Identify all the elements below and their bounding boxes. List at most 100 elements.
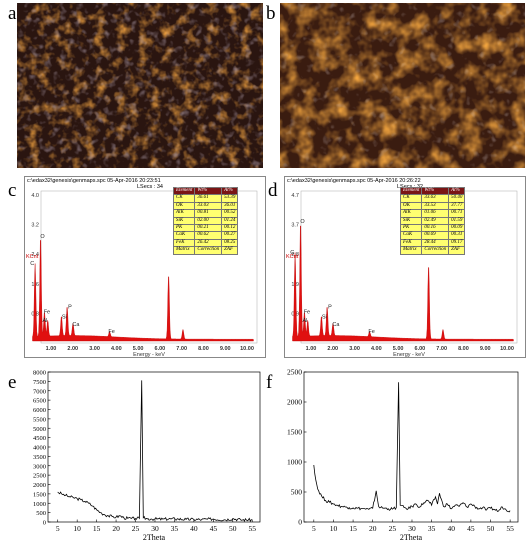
eds-x-tick-label: 1.00 — [306, 346, 317, 352]
xrd-y-tick-label: 3000 — [33, 463, 46, 470]
eds-x-tick-label: 7.00 — [436, 346, 447, 352]
eds-c-th-element: Element — [172, 186, 196, 196]
eds-x-tick-label: 8.00 — [458, 346, 469, 352]
eds-table-cell: SiK — [399, 216, 423, 226]
eds-c-file: c:\edax32\genesis\genmaps.spc — [27, 178, 106, 184]
xrd-x-tick-label: 10 — [73, 524, 81, 533]
eds-table-cell: 33.03 — [194, 201, 223, 211]
xrd-y-tick-label: 500 — [291, 488, 303, 497]
eds-y-unit-label: KCnt — [26, 254, 39, 260]
eds-table-row: Matrix Correction ZAF — [172, 246, 239, 255]
eds-table-cell: Matrix — [172, 246, 196, 255]
eds-table-cell: 53.39 — [221, 194, 239, 203]
xrd-x-tick-label: 50 — [229, 524, 237, 533]
eds-table-cell: 01.06 — [421, 209, 450, 218]
eds-table-cell: 01.59 — [448, 216, 466, 226]
eds-table-cell: 00.62 — [194, 231, 223, 240]
eds-table-cell: 02.49 — [421, 216, 450, 226]
xrd-y-tick-label: 2000 — [33, 482, 46, 489]
xrd-x-tick-label: 25 — [389, 524, 397, 533]
eds-x-tick-label: 5.00 — [393, 346, 404, 352]
xrd-x-tick-label: 55 — [248, 524, 256, 533]
eds-table-cell: CK — [172, 194, 196, 203]
eds-peak-label: P — [68, 305, 72, 311]
eds-peak-label: C — [290, 250, 294, 256]
eds-peak-label: Si — [62, 314, 67, 320]
eds-table-cell: 02.00 — [194, 216, 223, 226]
eds-table-cell: 00.16 — [421, 224, 450, 233]
eds-peak-label: Fe — [304, 310, 310, 316]
xrd-y-tick-label: 500 — [36, 510, 46, 517]
eds-d-th-element: Element — [399, 186, 423, 196]
eds-table-cell: AlK — [172, 209, 196, 218]
xrd-y-tick-label: 1500 — [33, 491, 46, 498]
eds-peak-label: Ca — [332, 322, 340, 328]
eds-spectrum-c: 4.03.22.41.60.8KCnt1.002.003.004.005.006… — [24, 176, 266, 358]
xrd-x-axis-label: 2Theta — [400, 533, 423, 542]
eds-x-tick-label: 10.00 — [240, 346, 254, 352]
xrd-y-tick-label: 8000 — [33, 370, 46, 377]
eds-spectrum-trace — [292, 225, 514, 342]
eds-x-tick-label: 1.00 — [46, 346, 57, 352]
eds-table-cell: PK — [399, 224, 423, 233]
eds-peak-label: Fe — [44, 310, 50, 316]
xrd-y-tick-label: 6000 — [33, 407, 46, 414]
eds-d-date: 05-Apr-2016 20:26:22 — [367, 178, 421, 184]
eds-x-axis-label: Energy - keV — [393, 352, 425, 357]
xrd-x-tick-label: 55 — [506, 524, 514, 533]
panel-label-f: f — [266, 372, 273, 393]
eds-table-cell: CK — [399, 194, 423, 203]
eds-peak-label: P — [328, 305, 332, 311]
xrd-x-tick-label: 15 — [93, 524, 101, 533]
xrd-y-tick-label: 4000 — [33, 445, 46, 452]
xrd-y-tick-label: 1500 — [287, 428, 302, 437]
eds-y-tick-label: 2.4 — [31, 252, 39, 258]
xrd-series-line — [313, 382, 511, 513]
eds-table-cell: Correction — [421, 246, 450, 255]
eds-table-cell: 28.44 — [421, 238, 450, 248]
xrd-x-tick-label: 45 — [210, 524, 218, 533]
xrd-y-tick-label: 2500 — [33, 473, 46, 480]
eds-d-th-at: At% — [448, 186, 466, 196]
eds-table-row: PK 00.16 00.09 — [399, 224, 466, 233]
xrd-y-tick-label: 7500 — [33, 379, 46, 386]
xrd-x-tick-label: 10 — [330, 524, 338, 533]
eds-table-row: CK 33.63 50.40 — [399, 194, 466, 203]
xrd-x-axis-label: 2Theta — [143, 533, 166, 542]
panel-label-c: c — [8, 180, 17, 201]
eds-table-cell: OK — [399, 201, 423, 211]
xrd-y-tick-label: 7000 — [33, 388, 46, 395]
eds-table-row: AlK 00.81 00.52 — [172, 209, 239, 218]
eds-peak-label: O — [40, 234, 45, 240]
xrd-pattern-e: 0 500 1000 1500 2000 2500 3000 3500 4000 4500 5000… — [20, 366, 265, 548]
eds-table-row: OK 33.03 36.01 — [172, 201, 239, 211]
eds-table-cell: SiK — [172, 216, 196, 226]
micrograph-a — [17, 3, 263, 168]
eds-table-cell: ZAF — [221, 246, 239, 255]
panel-label-b: b — [266, 3, 276, 24]
eds-table-cell: 00.52 — [221, 209, 239, 218]
eds-peak-label: Ca — [72, 322, 80, 328]
xrd-x-tick-label: 20 — [112, 524, 120, 533]
xrd-y-tick-label: 2000 — [287, 398, 302, 407]
eds-table-cell: OK — [172, 201, 196, 211]
eds-peak-label: C — [30, 261, 34, 267]
eds-y-tick-label: 4.7 — [291, 193, 299, 199]
eds-table-cell: 09.17 — [448, 238, 466, 248]
eds-peak-label: Fe — [108, 329, 114, 335]
eds-x-tick-label: 8.00 — [198, 346, 209, 352]
eds-x-tick-label: 3.00 — [349, 346, 360, 352]
eds-c-lsecs: LSecs : 34 — [137, 184, 163, 190]
eds-table-cell: PK — [172, 224, 196, 233]
xrd-x-tick-label: 45 — [467, 524, 475, 533]
eds-table-row: FeK 26.42 08.25 — [172, 238, 239, 248]
eds-table-row: FeK 28.44 09.17 — [399, 238, 466, 248]
xrd-x-tick-label: 30 — [408, 524, 416, 533]
eds-table-cell: FeK — [172, 238, 196, 248]
eds-table-row: Matrix Correction ZAF — [399, 246, 466, 255]
eds-table-cell: 00.81 — [194, 209, 223, 218]
xrd-y-tick-label: 0 — [43, 520, 46, 527]
eds-table-cell: 00.31 — [448, 231, 466, 240]
panel-label-a: a — [8, 3, 17, 24]
eds-c-header: c:\edax32\genesis\genmaps.spc 05-Apr-201… — [27, 178, 163, 190]
